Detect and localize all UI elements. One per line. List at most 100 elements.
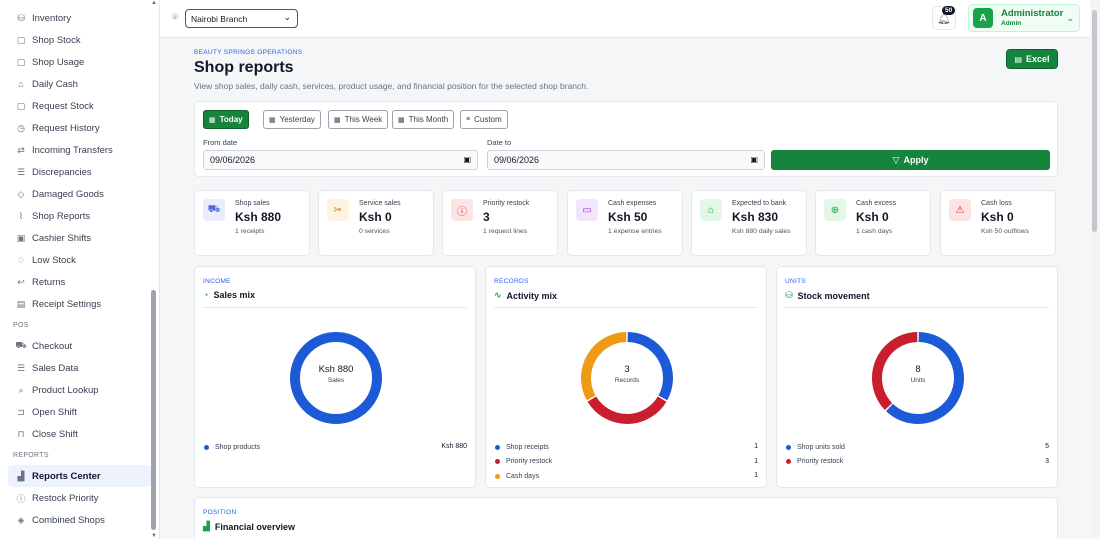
- stat-label: Cash excess: [856, 200, 897, 207]
- stat-description: 0 services: [359, 228, 390, 235]
- donut-chart: [290, 332, 382, 424]
- filter-chip-today[interactable]: ▦ Today: [203, 110, 249, 129]
- scroll-up-icon[interactable]: ▲: [151, 0, 157, 6]
- sidebar-item-close-shift[interactable]: ⊓ Close Shift: [0, 423, 151, 445]
- stat-description: Ksh 880 daily sales: [732, 228, 791, 235]
- sidebar-item-open-shift[interactable]: ⊐ Open Shift: [0, 401, 151, 423]
- box-icon: ▢: [16, 56, 26, 67]
- filter-chip-this-month[interactable]: ▦ This Month: [392, 110, 455, 129]
- sidebar-item-label: Reports Center: [32, 470, 101, 482]
- sidebar-item-label: Daily Cash: [32, 78, 78, 90]
- donut-chart: [581, 332, 673, 424]
- stat-description: Ksh 50 outflows: [981, 228, 1029, 235]
- bar-chart-icon: ▟: [203, 521, 210, 531]
- to-date-label: Date to: [487, 138, 512, 147]
- calendar-icon: ▦: [334, 116, 341, 124]
- legend-value: 3: [1045, 457, 1049, 465]
- sidebar-item-checkout[interactable]: ⛟ Checkout: [0, 335, 151, 357]
- donut-center-value: Ksh 880: [318, 364, 354, 375]
- calendar-icon: ▦: [398, 116, 405, 124]
- scroll-down-icon[interactable]: ▼: [151, 533, 157, 539]
- excel-export-button[interactable]: ▤ Excel: [1006, 49, 1058, 69]
- topbar: ⌾ Nairobi Branch ⌄ 🔔︎ 50 A Administrator…: [160, 0, 1090, 38]
- sidebar-item-incoming-transfers[interactable]: ⇄ Incoming Transfers: [0, 139, 151, 161]
- sidebar-item-label: Combined Shops: [32, 514, 105, 526]
- stat-value: Ksh 830: [732, 210, 779, 224]
- page-scrollbar[interactable]: [1091, 0, 1098, 539]
- filter-chip-custom[interactable]: ≡ Custom: [460, 110, 508, 129]
- branch-select[interactable]: Nairobi Branch ⌄: [185, 9, 298, 28]
- donut-slice-priority-restock[interactable]: [587, 396, 667, 424]
- chart-eyebrow: UNITS: [785, 278, 806, 285]
- stat-value: Ksh 880: [235, 210, 282, 224]
- stats-row: ⛟ Shop sales Ksh 880 1 receipts ✂ Service sal…: [194, 190, 1058, 256]
- alert-circle-icon: ⓘ: [16, 493, 26, 504]
- sidebar-item-label: Shop Usage: [32, 56, 85, 68]
- sidebar-item-shop-stock[interactable]: ▢ Shop Stock: [0, 29, 151, 51]
- chart-eyebrow: INCOME: [203, 278, 231, 285]
- donut-slice-shop-receipts[interactable]: [627, 332, 673, 401]
- sidebar-item-label: Shop Reports: [32, 210, 91, 222]
- sidebar-item-request-history[interactable]: ◷ Request History: [0, 117, 151, 139]
- filter-icon: ▽: [892, 154, 900, 165]
- apply-button[interactable]: ▽ Apply: [771, 150, 1050, 170]
- donut-slice-shop-units-sold[interactable]: [886, 332, 964, 424]
- sidebar-item-combined-shops[interactable]: ◈ Combined Shops: [0, 509, 151, 531]
- stat-description: 1 expense entries: [608, 228, 662, 235]
- sidebar-item-daily-cash[interactable]: ⌂ Daily Cash: [0, 73, 151, 95]
- sidebar-item-restock-priority[interactable]: ⓘ Restock Priority: [0, 487, 151, 509]
- sidebar-item-sales-data[interactable]: ☰ Sales Data: [0, 357, 151, 379]
- stat-card-shop-sales: ⛟ Shop sales Ksh 880 1 receipts: [194, 190, 310, 256]
- donut-slice-shop-products[interactable]: [290, 332, 382, 424]
- chart-legend: Shop units sold 5 Priority restock 3: [785, 440, 1049, 469]
- chart-legend: Shop receipts 1 Priority restock 1 Cash days…: [494, 440, 758, 484]
- boxes-icon: ⛁: [17, 12, 25, 23]
- chevron-down-icon: ⌄: [1066, 13, 1074, 23]
- sidebar-item-label: Returns: [32, 276, 66, 288]
- sidebar-item-returns[interactable]: ↩ Returns: [0, 271, 151, 293]
- calendar-icon[interactable]: ▣: [463, 155, 471, 164]
- sidebar-item-shop-usage[interactable]: ▢ Shop Usage: [0, 51, 151, 73]
- excel-label: Excel: [1026, 54, 1050, 64]
- sidebar-item-product-lookup[interactable]: ⌕ Product Lookup: [0, 379, 151, 401]
- page-subtitle: View shop sales, daily cash, services, p…: [194, 81, 589, 91]
- divider: [203, 307, 467, 308]
- box-icon: ▢: [16, 34, 26, 45]
- sidebar-item-shop-reports[interactable]: ⌇ Shop Reports: [0, 205, 151, 227]
- sidebar-item-inventory[interactable]: ⛁ Inventory: [0, 7, 151, 29]
- box-icon: ▢: [16, 100, 26, 111]
- filter-chip-yesterday[interactable]: ▦ Yesterday: [263, 110, 321, 129]
- sidebar-item-reports-center[interactable]: ▟ Reports Center: [8, 465, 151, 487]
- calendar-icon: ▦: [209, 116, 216, 124]
- sidebar-item-request-stock[interactable]: ▢ Request Stock: [0, 95, 151, 117]
- sidebar-item-discrepancies[interactable]: ☰ Discrepancies: [0, 161, 151, 183]
- sidebar-item-cashier-shifts[interactable]: ▣ Cashier Shifts: [0, 227, 151, 249]
- sidebar-item-low-stock[interactable]: ♢ Low Stock: [0, 249, 151, 271]
- chart-card-activity-mix: RECORDS ∿ Activity mix 3 Records Shop receipt…: [485, 266, 767, 488]
- chart-eyebrow: RECORDS: [494, 278, 529, 285]
- sidebar-item-label: Cashier Shifts: [32, 232, 92, 244]
- user-menu[interactable]: A Administrator Admin ⌄: [968, 4, 1080, 32]
- stat-value: 3: [483, 210, 490, 224]
- cart-icon: ⛟: [15, 340, 27, 350]
- branch-select-value: Nairobi Branch: [191, 13, 248, 24]
- sidebar-item-damaged-goods[interactable]: ◇ Damaged Goods: [0, 183, 151, 205]
- sidebar-item-label: Low Stock: [32, 254, 76, 266]
- donut-slice-cash-days[interactable]: [581, 332, 627, 401]
- legend-dot: [204, 444, 209, 450]
- legend-item: Priority restock 1: [494, 455, 758, 470]
- divider: [785, 307, 1049, 308]
- sidebar-scrollbar[interactable]: [151, 290, 156, 530]
- filter-chip-this-week[interactable]: ▦ This Week: [328, 110, 389, 129]
- calendar-icon[interactable]: ▣: [750, 155, 758, 164]
- layers-icon: ◈: [17, 514, 25, 525]
- sidebar-item-receipt-settings[interactable]: ▤ Receipt Settings: [0, 293, 151, 315]
- stat-card-cash-expenses: ▭ Cash expenses Ksh 50 1 expense entries: [567, 190, 683, 256]
- search-icon: ⌕: [18, 384, 24, 395]
- legend-label: Shop products: [215, 443, 261, 451]
- legend-label: Shop receipts: [506, 443, 549, 451]
- to-date-input[interactable]: 09/06/2026 ▣: [487, 150, 765, 170]
- donut-slice-priority-restock[interactable]: [872, 332, 918, 410]
- from-date-input[interactable]: 09/06/2026 ▣: [203, 150, 478, 170]
- stat-label: Shop sales: [235, 200, 270, 207]
